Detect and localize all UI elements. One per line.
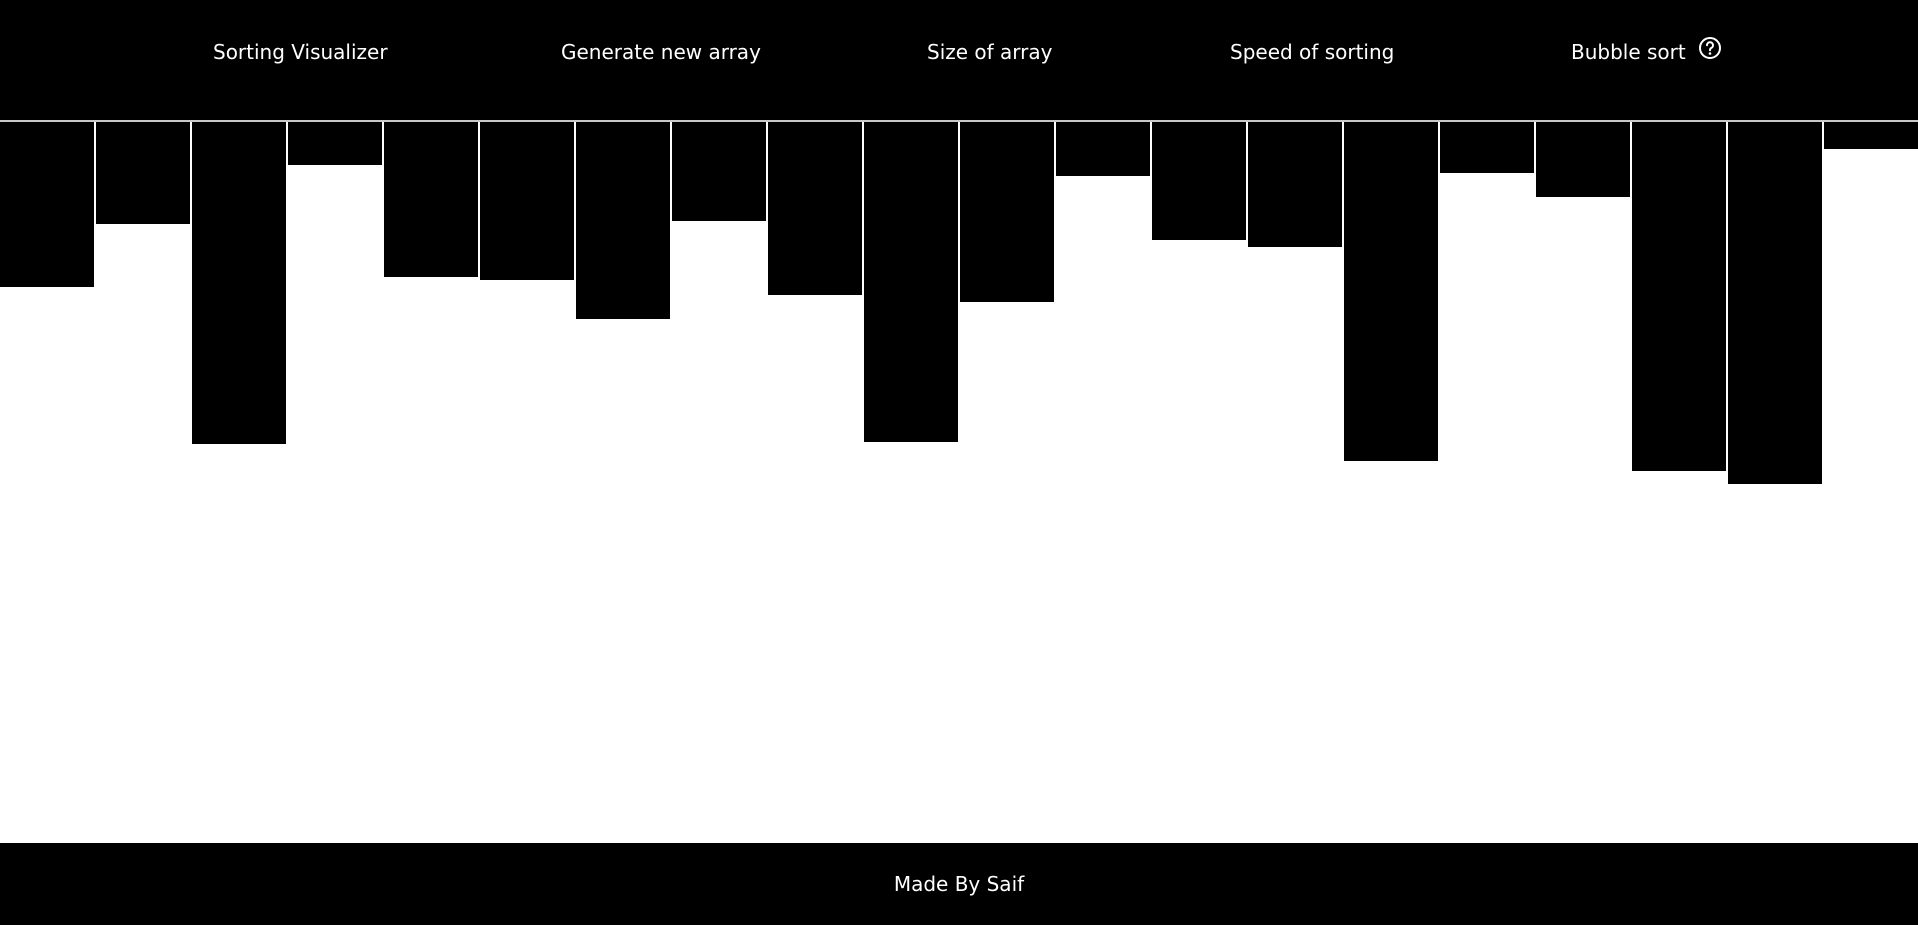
- array-bar: [96, 122, 190, 224]
- algorithm-label: Bubble sort: [1571, 40, 1686, 64]
- array-bar: [960, 122, 1054, 302]
- sorting-speed-control[interactable]: Speed of sorting: [1230, 40, 1395, 64]
- array-bar: [1632, 122, 1726, 471]
- footer-credit: Made By Saif: [893, 872, 1025, 896]
- array-bar: [384, 122, 478, 277]
- array-size-control[interactable]: Size of array: [927, 40, 1053, 64]
- array-bar: [1536, 122, 1630, 197]
- app-title: Sorting Visualizer: [213, 40, 388, 64]
- array-bar: [288, 122, 382, 165]
- array-bar: [576, 122, 670, 319]
- array-bars-container: [0, 122, 1918, 843]
- navbar: Sorting Visualizer Generate new array Si…: [0, 0, 1918, 122]
- array-bar: [1248, 122, 1342, 247]
- array-bar: [1728, 122, 1822, 484]
- generate-array-button[interactable]: Generate new array: [561, 40, 761, 64]
- array-bar: [1152, 122, 1246, 240]
- array-bar: [672, 122, 766, 221]
- array-bar: [768, 122, 862, 295]
- algorithm-selector[interactable]: Bubble sort: [1571, 36, 1722, 67]
- array-bar: [1344, 122, 1438, 461]
- array-bar: [1824, 122, 1918, 149]
- question-circle-icon[interactable]: [1698, 36, 1722, 67]
- array-bar: [192, 122, 286, 444]
- array-bar: [1440, 122, 1534, 173]
- array-bar: [0, 122, 94, 287]
- array-bar: [1056, 122, 1150, 176]
- array-bar: [864, 122, 958, 442]
- footer: Made By Saif: [0, 843, 1918, 925]
- array-bar: [480, 122, 574, 280]
